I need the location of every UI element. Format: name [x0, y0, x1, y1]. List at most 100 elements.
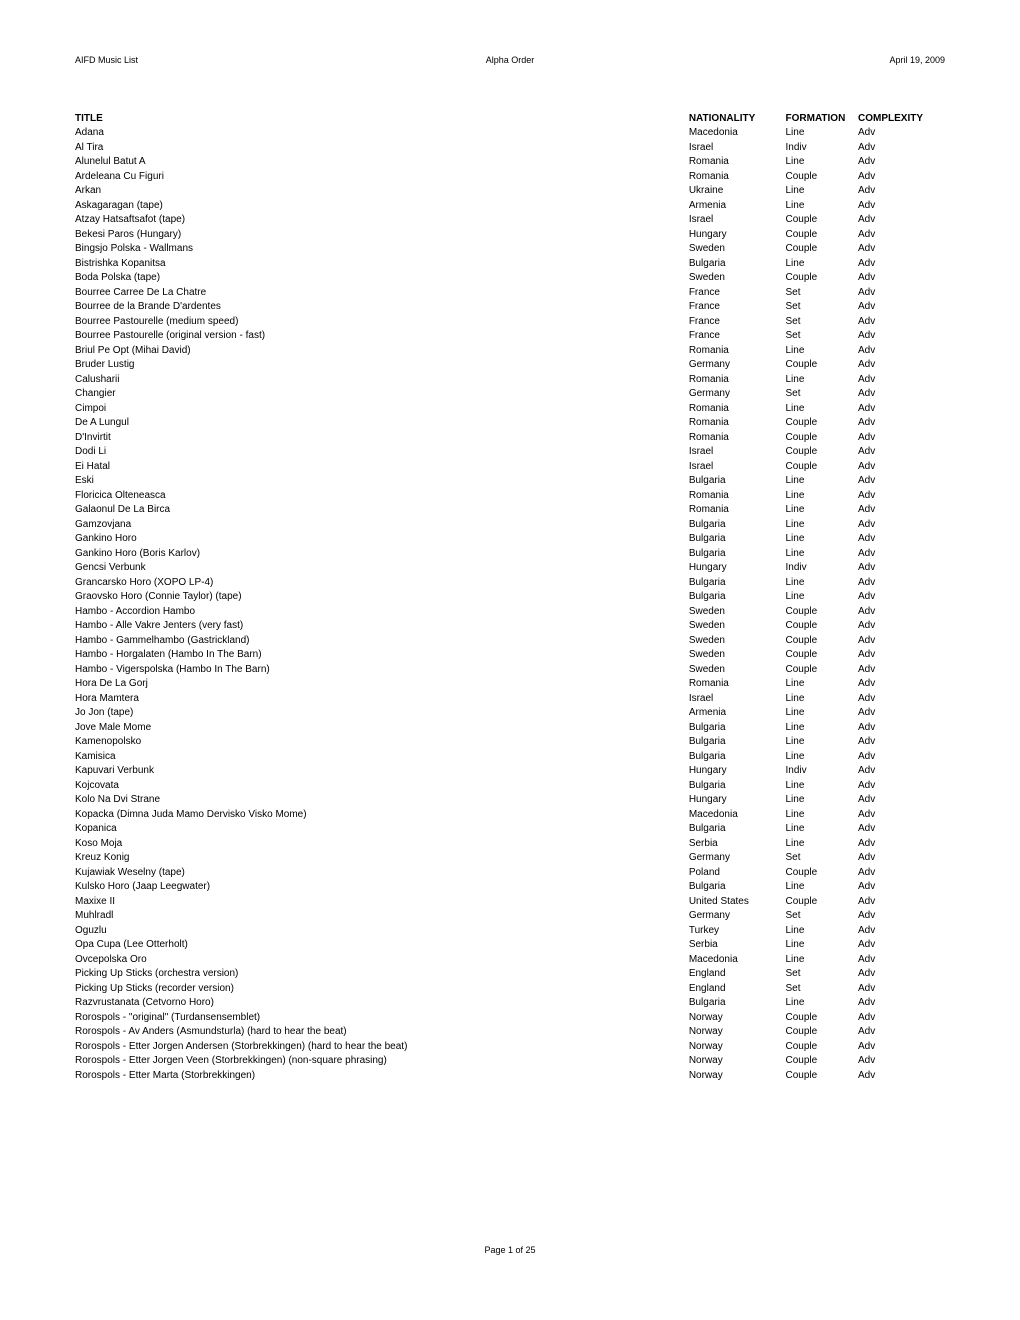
- cell-nationality: France: [689, 315, 786, 330]
- cell-nationality: France: [689, 329, 786, 344]
- header-center: Alpha Order: [365, 55, 655, 65]
- table-row: Maxixe IIUnited StatesCoupleAdv: [75, 895, 945, 910]
- cell-nationality: Bulgaria: [689, 532, 786, 547]
- table-row: Rorospols - Etter Jorgen Andersen (Storb…: [75, 1040, 945, 1055]
- cell-title: Al Tira: [75, 141, 689, 156]
- cell-formation: Couple: [786, 228, 859, 243]
- table-row: Hambo - Accordion HamboSwedenCoupleAdv: [75, 605, 945, 620]
- cell-formation: Couple: [786, 1054, 859, 1069]
- cell-formation: Line: [786, 373, 859, 388]
- table-row: ChangierGermanySetAdv: [75, 387, 945, 402]
- table-row: Bruder LustigGermanyCoupleAdv: [75, 358, 945, 373]
- table-row: Hora De La GorjRomaniaLineAdv: [75, 677, 945, 692]
- table-row: OguzluTurkeyLineAdv: [75, 924, 945, 939]
- cell-formation: Couple: [786, 416, 859, 431]
- cell-complexity: Adv: [858, 387, 945, 402]
- cell-title: Gencsi Verbunk: [75, 561, 689, 576]
- cell-title: Kopacka (Dimna Juda Mamo Dervisko Visko …: [75, 808, 689, 823]
- cell-nationality: Bulgaria: [689, 547, 786, 562]
- cell-complexity: Adv: [858, 1040, 945, 1055]
- cell-title: Ardeleana Cu Figuri: [75, 170, 689, 185]
- cell-complexity: Adv: [858, 764, 945, 779]
- cell-title: Rorospols - Av Anders (Asmundsturla) (ha…: [75, 1025, 689, 1040]
- cell-formation: Line: [786, 547, 859, 562]
- cell-nationality: England: [689, 982, 786, 997]
- cell-nationality: Macedonia: [689, 126, 786, 141]
- cell-complexity: Adv: [858, 880, 945, 895]
- cell-title: Picking Up Sticks (recorder version): [75, 982, 689, 997]
- cell-complexity: Adv: [858, 663, 945, 678]
- table-row: Al TiraIsraelIndivAdv: [75, 141, 945, 156]
- cell-formation: Couple: [786, 634, 859, 649]
- cell-title: Maxixe II: [75, 895, 689, 910]
- cell-nationality: Poland: [689, 866, 786, 881]
- table-row: Briul Pe Opt (Mihai David)RomaniaLineAdv: [75, 344, 945, 359]
- cell-title: Razvrustanata (Cetvorno Horo): [75, 996, 689, 1011]
- cell-complexity: Adv: [858, 735, 945, 750]
- table-row: Galaonul De La BircaRomaniaLineAdv: [75, 503, 945, 518]
- table-row: Rorospols - Etter Marta (Storbrekkingen)…: [75, 1069, 945, 1084]
- cell-complexity: Adv: [858, 953, 945, 968]
- cell-formation: Set: [786, 300, 859, 315]
- cell-formation: Line: [786, 837, 859, 852]
- cell-nationality: Bulgaria: [689, 822, 786, 837]
- cell-nationality: Bulgaria: [689, 880, 786, 895]
- cell-nationality: Bulgaria: [689, 518, 786, 533]
- cell-title: Oguzlu: [75, 924, 689, 939]
- cell-complexity: Adv: [858, 402, 945, 417]
- cell-complexity: Adv: [858, 474, 945, 489]
- table-row: Ovcepolska OroMacedoniaLineAdv: [75, 953, 945, 968]
- cell-formation: Line: [786, 532, 859, 547]
- cell-complexity: Adv: [858, 1011, 945, 1026]
- table-header-row: TITLE NATIONALITY FORMATION COMPLEXITY: [75, 113, 945, 124]
- cell-complexity: Adv: [858, 315, 945, 330]
- cell-title: Adana: [75, 126, 689, 141]
- cell-formation: Line: [786, 257, 859, 272]
- table-row: CimpoiRomaniaLineAdv: [75, 402, 945, 417]
- table-row: GamzovjanaBulgariaLineAdv: [75, 518, 945, 533]
- cell-formation: Set: [786, 315, 859, 330]
- table-row: Bourree Carree De La ChatreFranceSetAdv: [75, 286, 945, 301]
- cell-nationality: United States: [689, 895, 786, 910]
- cell-complexity: Adv: [858, 460, 945, 475]
- cell-complexity: Adv: [858, 503, 945, 518]
- cell-nationality: Germany: [689, 387, 786, 402]
- cell-formation: Line: [786, 692, 859, 707]
- cell-complexity: Adv: [858, 155, 945, 170]
- cell-title: Grancarsko Horo (XOPO LP-4): [75, 576, 689, 591]
- table-row: KopanicaBulgariaLineAdv: [75, 822, 945, 837]
- cell-title: Kulsko Horo (Jaap Leegwater): [75, 880, 689, 895]
- cell-nationality: Norway: [689, 1054, 786, 1069]
- cell-complexity: Adv: [858, 895, 945, 910]
- cell-nationality: Hungary: [689, 764, 786, 779]
- cell-complexity: Adv: [858, 271, 945, 286]
- table-row: Jove Male MomeBulgariaLineAdv: [75, 721, 945, 736]
- cell-title: Ovcepolska Oro: [75, 953, 689, 968]
- cell-title: Bourree Pastourelle (original version - …: [75, 329, 689, 344]
- cell-nationality: Romania: [689, 503, 786, 518]
- cell-formation: Set: [786, 851, 859, 866]
- cell-formation: Line: [786, 518, 859, 533]
- cell-formation: Couple: [786, 619, 859, 634]
- cell-title: Picking Up Sticks (orchestra version): [75, 967, 689, 982]
- cell-title: Muhlradl: [75, 909, 689, 924]
- cell-nationality: Israel: [689, 141, 786, 156]
- cell-formation: Line: [786, 199, 859, 214]
- table-row: EskiBulgariaLineAdv: [75, 474, 945, 489]
- cell-complexity: Adv: [858, 851, 945, 866]
- table-row: AdanaMacedoniaLineAdv: [75, 126, 945, 141]
- cell-title: Alunelul Batut A: [75, 155, 689, 170]
- cell-complexity: Adv: [858, 909, 945, 924]
- cell-formation: Line: [786, 735, 859, 750]
- cell-complexity: Adv: [858, 706, 945, 721]
- cell-title: Ei Hatal: [75, 460, 689, 475]
- cell-complexity: Adv: [858, 1025, 945, 1040]
- cell-nationality: Israel: [689, 445, 786, 460]
- cell-title: De A Lungul: [75, 416, 689, 431]
- header-left: AIFD Music List: [75, 55, 365, 65]
- cell-nationality: Romania: [689, 489, 786, 504]
- cell-complexity: Adv: [858, 924, 945, 939]
- cell-title: Kreuz Konig: [75, 851, 689, 866]
- cell-formation: Indiv: [786, 141, 859, 156]
- table-row: Koso MojaSerbiaLineAdv: [75, 837, 945, 852]
